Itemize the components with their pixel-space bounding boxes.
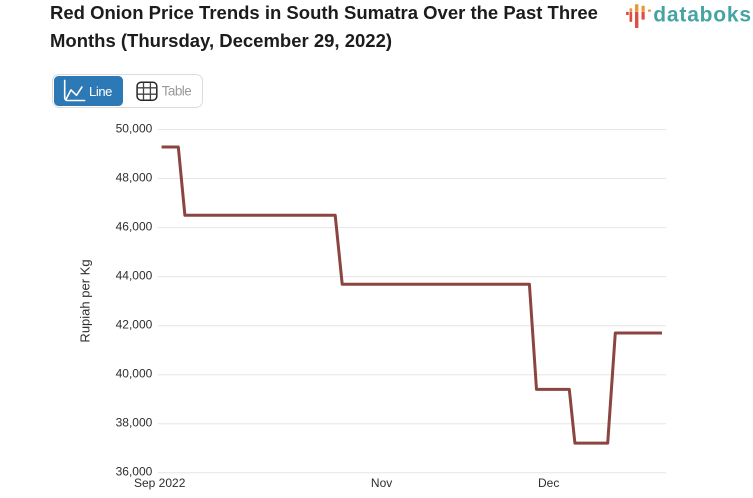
svg-text:Sep 2022: Sep 2022 [134, 476, 186, 490]
svg-text:Line: Line [89, 84, 112, 99]
svg-text:42,000: 42,000 [116, 318, 153, 332]
svg-text:44,000: 44,000 [116, 269, 153, 283]
svg-text:Nov: Nov [371, 476, 392, 490]
svg-text:48,000: 48,000 [116, 170, 153, 184]
svg-text:databoks: databoks [653, 4, 752, 27]
svg-text:Rupiah per Kg: Rupiah per Kg [77, 259, 92, 342]
svg-text:Dec: Dec [538, 476, 559, 490]
svg-text:50,000: 50,000 [116, 121, 153, 135]
svg-text:Table: Table [161, 84, 191, 99]
svg-text:38,000: 38,000 [116, 416, 153, 430]
svg-text:36,000: 36,000 [116, 465, 153, 479]
svg-text:40,000: 40,000 [116, 367, 153, 381]
svg-text:46,000: 46,000 [116, 220, 153, 234]
